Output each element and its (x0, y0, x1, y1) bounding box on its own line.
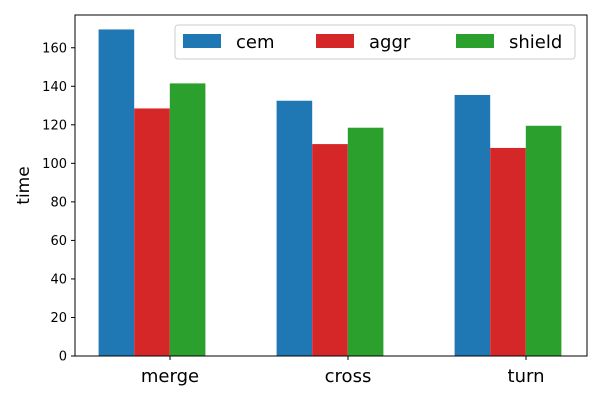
y-tick-label: 120 (42, 118, 67, 133)
legend-swatch-shield (456, 34, 494, 48)
y-tick-label: 80 (50, 195, 67, 210)
legend-box (174, 24, 576, 60)
x-tick-label: cross (325, 366, 372, 387)
x-tick-label: turn (508, 366, 545, 387)
bar-cem-merge (98, 29, 135, 356)
y-axis-ticks: 0 20 40 60 80 100 120 140 160 (42, 41, 75, 365)
legend-label-aggr: aggr (369, 32, 411, 53)
plot-frame (74, 14, 588, 357)
legend: cem aggr shield (174, 24, 576, 60)
bar-aggr-merge (134, 108, 170, 356)
bars-group (98, 29, 562, 357)
y-tick-label: 140 (42, 80, 67, 95)
x-axis-ticks: merge cross turn (141, 356, 545, 387)
y-tick-label: 160 (42, 41, 67, 56)
y-tick-label: 60 (50, 234, 67, 249)
bar-shield-cross (347, 127, 384, 356)
bar-aggr-turn (490, 147, 526, 356)
x-tick-label: merge (141, 366, 199, 387)
legend-label-cem: cem (236, 32, 275, 53)
y-tick-label: 100 (42, 157, 67, 172)
y-tick-label: 20 (50, 311, 67, 326)
y-tick-label: 40 (50, 272, 67, 287)
bar-cem-cross (276, 100, 313, 357)
legend-swatch-cem (183, 34, 221, 48)
y-axis-label: time (14, 166, 34, 204)
bar-aggr-cross (312, 144, 348, 356)
legend-swatch-aggr (316, 34, 354, 48)
bar-cem-turn (454, 94, 491, 357)
y-tick-label: 0 (59, 350, 67, 365)
bar-shield-turn (525, 125, 562, 357)
legend-label-shield: shield (509, 32, 562, 53)
bar-shield-merge (169, 83, 206, 357)
